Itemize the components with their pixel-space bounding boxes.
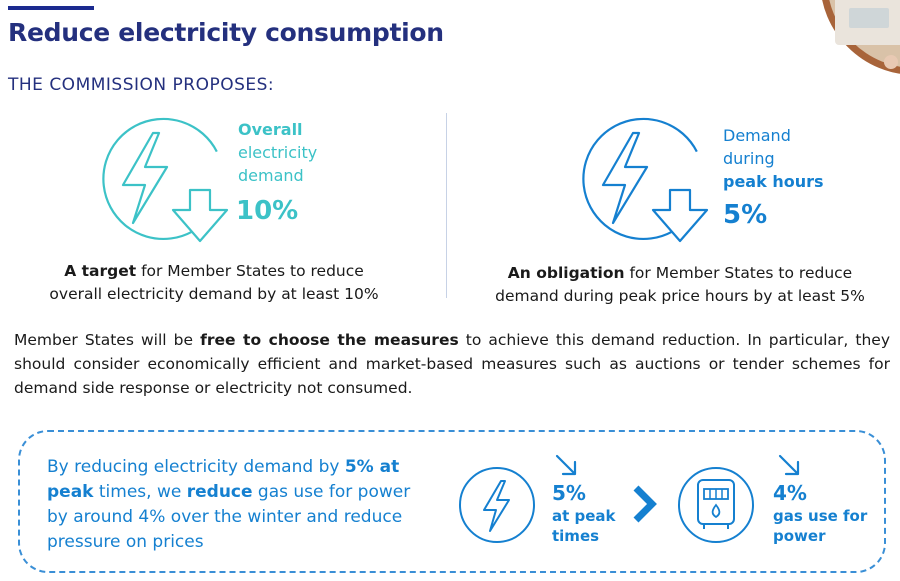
left-caption-bold: A target <box>64 262 137 280</box>
peak-times-line1: at peak <box>552 507 616 525</box>
right-caption-line2: demand during peak price hours by at lea… <box>495 287 865 305</box>
left-caption-rest: for Member States to reduce <box>136 262 364 280</box>
lightning-bolt-down-arrow-icon <box>582 117 709 243</box>
gas-use-value: 4% <box>773 481 807 505</box>
gas-use-line2: power <box>773 527 826 545</box>
callout-text-1: By reducing electricity demand by <box>47 457 345 477</box>
left-stat-line1: Overall <box>238 120 303 139</box>
body-paragraph: Member States will be free to choose the… <box>14 328 890 400</box>
right-stat-line1: Demand <box>723 126 791 145</box>
right-stat-line2: during <box>723 149 775 168</box>
gas-use-stat: 4% gas use for power <box>773 480 867 546</box>
corner-photo <box>805 0 900 80</box>
arrow-down-right-icon <box>778 454 800 476</box>
section-heading: THE COMMISSION PROPOSES: <box>8 75 275 95</box>
paragraph-bold: free to choose the measures <box>200 331 459 349</box>
lightning-bolt-icon <box>459 467 535 543</box>
column-divider <box>446 113 447 298</box>
page-title: Reduce electricity consumption <box>8 18 444 47</box>
left-stat-line3: demand <box>238 166 304 185</box>
left-stat-label: Overall electricity demand <box>238 118 317 187</box>
arrow-down-right-icon <box>555 454 577 476</box>
left-stat-caption: A target for Member States to reduce ove… <box>14 260 414 306</box>
peak-times-line2: times <box>552 527 600 545</box>
left-caption-line2: overall electricity demand by at least 1… <box>49 285 379 303</box>
right-caption-rest: for Member States to reduce <box>624 264 853 282</box>
right-stat-caption: An obligation for Member States to reduc… <box>470 262 890 308</box>
callout-text-2: times, we <box>93 482 187 502</box>
gas-use-line1: gas use for <box>773 507 868 525</box>
callout-text: By reducing electricity demand by 5% at … <box>47 455 427 555</box>
gas-meter-icon <box>678 467 754 543</box>
right-caption-bold: An obligation <box>507 264 625 282</box>
lightning-bolt-down-arrow-icon <box>102 117 229 243</box>
paragraph-part2: to achieve this demand reduction. In par… <box>14 331 890 397</box>
left-stat-line2: electricity <box>238 143 318 162</box>
callout-text-3: gas use for power by around 4% over the … <box>47 482 411 552</box>
right-stat-line3: peak hours <box>723 172 824 191</box>
callout-box <box>18 430 886 573</box>
right-stat-value: 5% <box>723 200 768 230</box>
callout-bold-2: reduce <box>186 482 253 502</box>
callout-bold-1: 5% at peak <box>47 457 400 502</box>
peak-times-stat: 5% at peak times <box>552 480 616 546</box>
right-stat-label: Demand during peak hours <box>723 124 824 193</box>
title-accent-bar <box>8 6 94 10</box>
paragraph-part1: Member States will be <box>14 331 201 349</box>
left-stat-value: 10% <box>236 196 299 226</box>
peak-times-value: 5% <box>552 481 586 505</box>
chevron-right-icon <box>633 485 657 523</box>
